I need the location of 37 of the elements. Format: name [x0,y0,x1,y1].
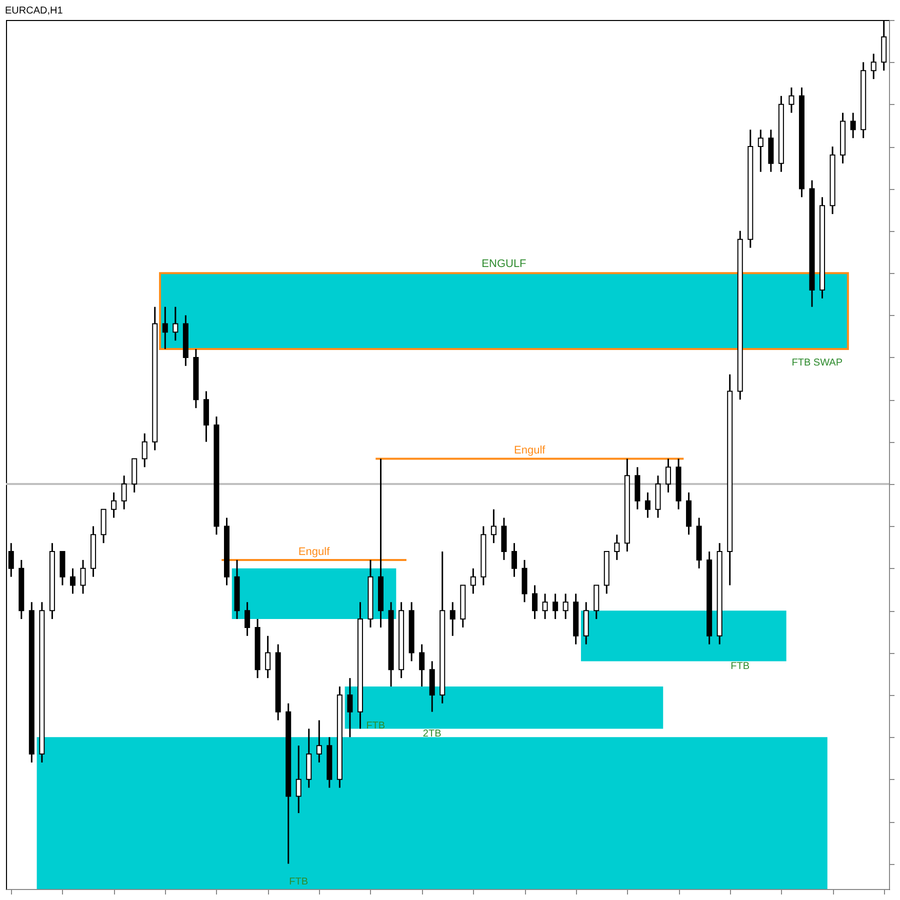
candlestick [511,542,517,578]
candlestick [644,492,650,519]
band-label: ENGULF [482,258,527,270]
candlestick [552,592,558,620]
candlestick [80,559,86,594]
candlestick [121,474,127,510]
candlestick [614,534,620,561]
annotation: FTB [730,661,750,672]
candlestick [162,306,168,350]
candlestick [490,508,496,544]
candlestick [532,584,538,620]
text: FTB [289,876,308,888]
candlestick [788,86,794,114]
candlestick [265,635,271,679]
candlestick [665,458,672,494]
candlestick [758,128,764,173]
candlestick [244,601,250,637]
candlestick [316,720,322,764]
annotation: 2TB [422,728,442,740]
candlestick [296,744,302,814]
candlestick [470,568,476,594]
ref-line-label: Engulf [514,444,546,457]
candlestick [450,601,456,637]
candlestick [870,53,876,80]
annotation: FTB [366,720,386,732]
candlestick [850,112,856,139]
candlestick [542,592,548,620]
candlestick [111,492,117,519]
ref-line-label: Engulf [298,546,331,558]
candlestick [562,592,568,620]
candlestick [347,677,353,738]
annotation: FTB SWAP [792,357,843,368]
candlestick [70,568,76,594]
candlestick [172,306,178,342]
candlestick [419,644,425,688]
chart-title: EURCAD,H1 [5,5,64,16]
candlestick [142,432,148,468]
